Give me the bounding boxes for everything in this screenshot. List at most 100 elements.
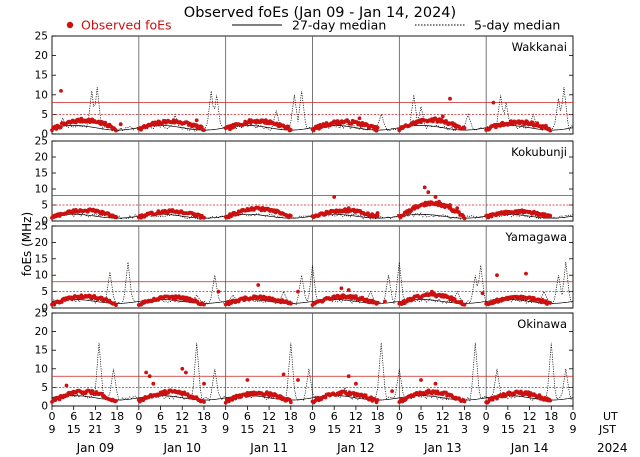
x-tick-jst-label: 9	[222, 423, 229, 436]
observed-point	[202, 128, 206, 133]
panel-okinawa: 0 5 10 15 20 25 Okinawa	[35, 308, 574, 413]
observed-point	[524, 271, 528, 276]
ut-label: UT	[603, 410, 618, 423]
x-tick-jst-label: 3	[374, 423, 381, 436]
station-label: Wakkanai	[512, 40, 567, 54]
observed-point	[64, 383, 69, 388]
observed-point	[480, 291, 485, 296]
observed-point	[216, 289, 221, 294]
observed-point	[433, 195, 438, 199]
x-tick-ut-label: 12	[88, 410, 102, 423]
observed-point	[448, 96, 452, 101]
y-axis-label: foEs (MHz)	[20, 212, 34, 276]
x-tick-jst-label: 15	[240, 423, 254, 436]
observed-point	[288, 213, 293, 218]
y-tick-label: 20	[35, 50, 48, 62]
observed-point	[548, 128, 553, 133]
x-tick-ut-label: 0	[309, 410, 316, 423]
y-tick-label: 15	[35, 168, 48, 180]
x-tick-jst-label: 15	[414, 423, 428, 436]
observed-point	[57, 397, 62, 402]
station-label: Yamagawa	[504, 230, 567, 244]
x-tick-jst-label: 3	[548, 423, 555, 436]
x-tick-jst-label: 9	[135, 423, 142, 436]
x-tick-ut-label: 0	[222, 410, 229, 423]
observed-point	[296, 289, 300, 294]
jst-label: JST	[598, 423, 616, 436]
legend-observed-label: Observed foEs	[81, 18, 172, 33]
y-tick-label: 5	[41, 200, 48, 212]
observed-point	[548, 213, 553, 218]
observed-point	[286, 125, 291, 130]
y-tick-label: 5	[41, 109, 48, 121]
x-day-label: Jan 09	[76, 441, 115, 455]
x-tick-jst-label: 9	[483, 423, 490, 436]
x-tick-ut-label: 18	[284, 410, 298, 423]
x-tick-jst-label: 9	[309, 423, 316, 436]
x-tick-jst-label: 3	[200, 423, 207, 436]
observed-point	[462, 399, 467, 404]
observed-point	[194, 118, 199, 123]
x-tick-jst-label: 21	[262, 423, 276, 436]
observed-point	[202, 381, 206, 386]
observed-point	[375, 213, 380, 218]
observed-point	[462, 216, 467, 221]
observed-point	[437, 199, 441, 204]
observed-point	[357, 116, 362, 121]
observed-point	[288, 301, 293, 306]
observed-point	[548, 398, 553, 403]
station-label: Kokubunji	[511, 145, 567, 159]
y-tick-label: 5	[41, 286, 48, 298]
observed-point	[79, 296, 83, 301]
legend-median27-label: 27-day median	[292, 18, 386, 33]
observed-point	[114, 399, 118, 403]
observed-point	[288, 127, 293, 132]
x-day-label: Jan 14	[510, 441, 549, 455]
x-tick-jst-label: 9	[570, 423, 577, 436]
y-tick-label: 15	[35, 345, 48, 357]
x-tick-jst-label: 3	[287, 423, 294, 436]
observed-point	[58, 125, 63, 130]
observed-point	[354, 381, 358, 386]
x-day-label: Jan 11	[249, 441, 288, 455]
legend-median5-label: 5-day median	[474, 18, 560, 33]
y-tick-label: 20	[35, 152, 48, 164]
x-tick-ut-label: 12	[349, 410, 363, 423]
observed-point	[440, 114, 445, 119]
station-label: Okinawa	[517, 317, 567, 331]
panels: 0 5 10 15 20 25 Wakkanai 0 5 10 15 20 25 Kokubunji 0 5 1…	[35, 31, 574, 413]
observed-point	[323, 395, 328, 400]
x-tick-jst-label: 21	[349, 423, 363, 436]
x-tick-ut-label: 0	[483, 410, 490, 423]
x-axis: 0961512211830961512211830961512211830961…	[49, 406, 577, 455]
x-tick-ut-label: 6	[504, 410, 511, 423]
x-tick-jst-label: 3	[114, 423, 121, 436]
observed-point	[354, 209, 358, 214]
observed-point	[375, 398, 380, 402]
x-day-label: Jan 10	[162, 441, 201, 455]
x-tick-ut-label: 0	[396, 410, 403, 423]
observed-point	[184, 370, 188, 375]
panel-kokubunji: 0 5 10 15 20 25 Kokubunji	[35, 136, 574, 228]
y-tick-label: 0	[41, 216, 48, 228]
observed-point	[339, 286, 344, 291]
observed-point	[433, 381, 438, 386]
observed-point	[281, 372, 286, 377]
observed-point	[375, 211, 380, 215]
observed-point	[202, 400, 206, 404]
x-tick-ut-label: 6	[244, 410, 251, 423]
observed-point	[202, 215, 206, 220]
x-tick-jst-label: 15	[67, 423, 81, 436]
observed-point	[180, 366, 185, 371]
y-tick-label: 20	[35, 237, 48, 249]
observed-point	[455, 206, 460, 211]
x-tick-jst-label: 15	[501, 423, 515, 436]
observed-point	[296, 378, 300, 382]
y-tick-label: 0	[41, 129, 48, 141]
observed-point	[114, 303, 118, 307]
x-day-label: Jan 13	[423, 441, 462, 455]
observed-point	[346, 374, 351, 379]
y-tick-label: 0	[41, 401, 48, 413]
x-tick-jst-label: 9	[49, 423, 56, 436]
observed-point	[256, 283, 261, 287]
